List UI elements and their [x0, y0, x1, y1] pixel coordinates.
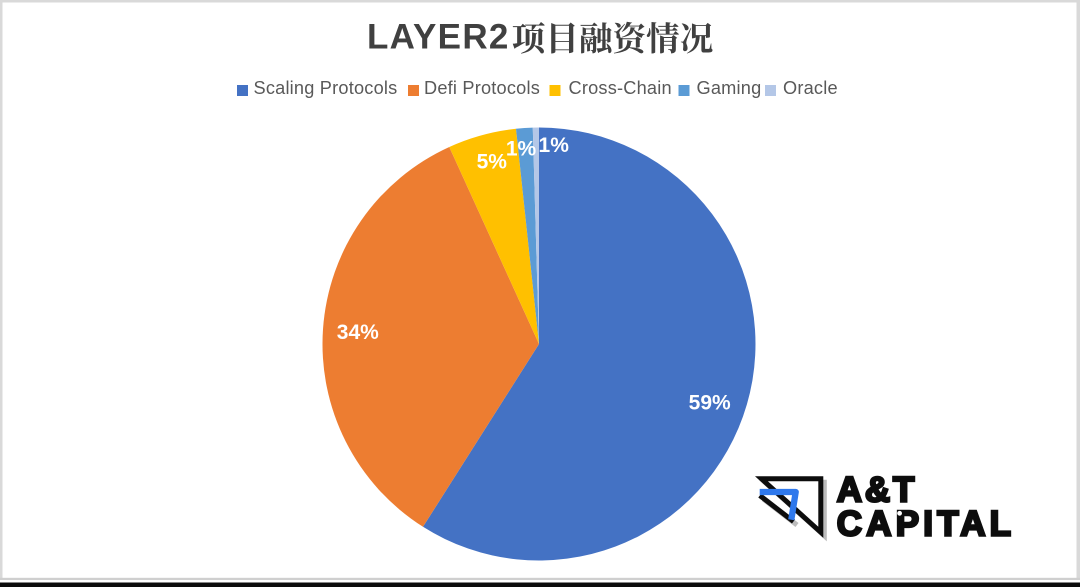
- svg-text:Scaling Protocols: Scaling Protocols: [254, 78, 398, 98]
- svg-text:A&T: A&T: [837, 470, 917, 509]
- svg-text:1%: 1%: [506, 138, 537, 161]
- svg-text:1%: 1%: [539, 134, 570, 157]
- svg-text:34%: 34%: [337, 321, 379, 344]
- svg-text:LAYER2: LAYER2: [367, 17, 510, 56]
- svg-text:59%: 59%: [689, 391, 731, 414]
- svg-text:Gaming: Gaming: [697, 78, 762, 98]
- svg-text:Defi Protocols: Defi Protocols: [424, 78, 540, 98]
- svg-text:Cross-Chain: Cross-Chain: [569, 78, 672, 98]
- svg-text:CAPITAL: CAPITAL: [837, 505, 1015, 544]
- svg-text:Oracle: Oracle: [783, 78, 838, 98]
- svg-text:5%: 5%: [477, 151, 508, 174]
